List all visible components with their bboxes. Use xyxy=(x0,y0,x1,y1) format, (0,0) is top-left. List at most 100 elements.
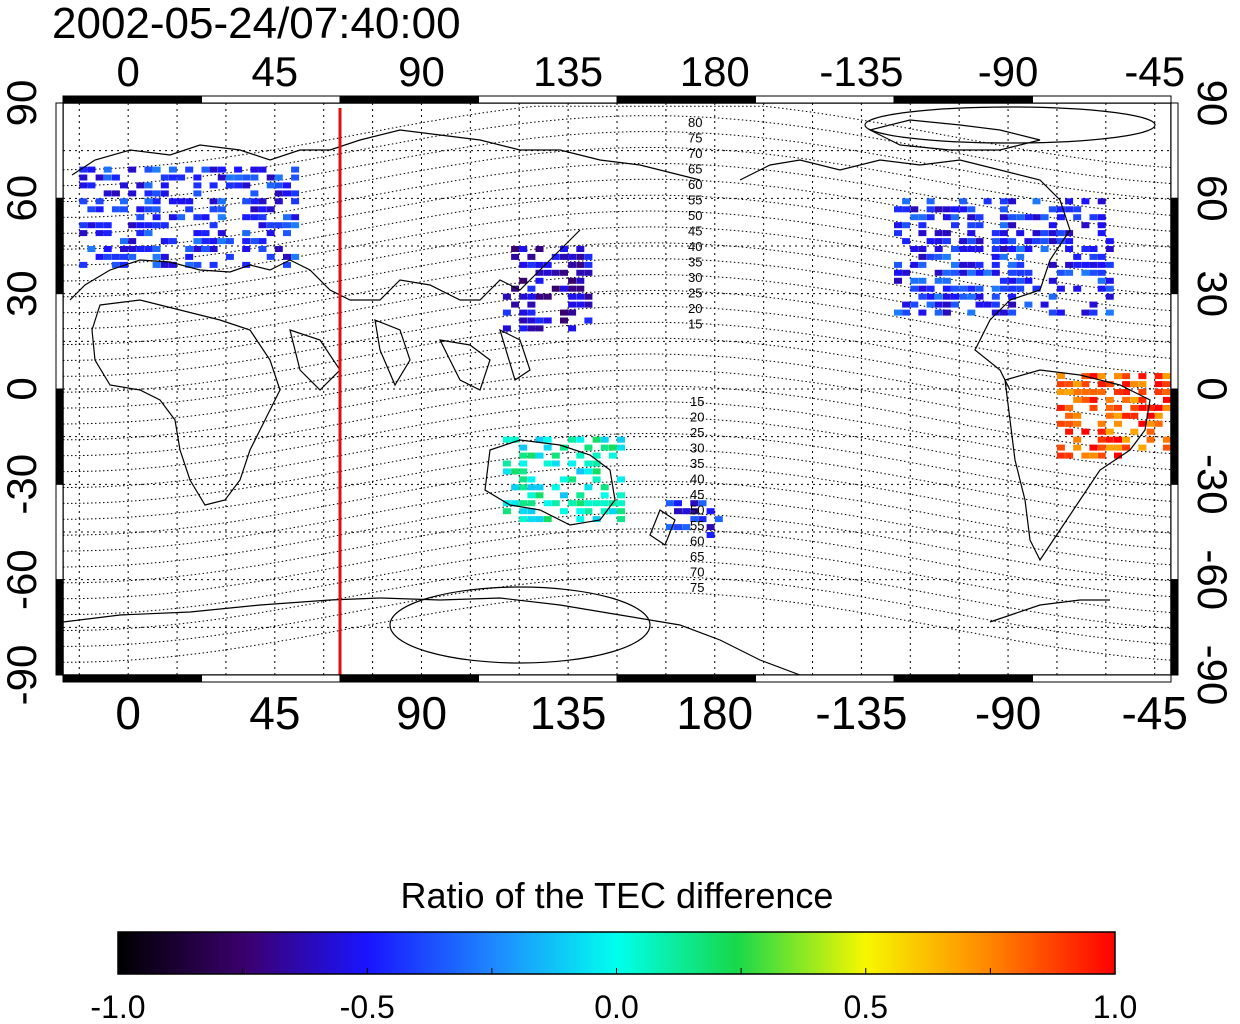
tec-cell xyxy=(136,182,145,189)
contour-label: 35 xyxy=(690,456,704,471)
tec-cell xyxy=(527,476,536,483)
tec-cell xyxy=(136,246,145,252)
tec-cell xyxy=(527,500,536,507)
tec-cell xyxy=(87,182,96,189)
tec-cell xyxy=(706,532,715,538)
top-lon-label: -45 xyxy=(1124,48,1185,95)
tec-cell xyxy=(1138,396,1147,403)
tec-cell xyxy=(560,246,568,252)
tec-cell xyxy=(291,190,300,197)
colorbar-gradient xyxy=(117,931,1116,975)
tec-cell xyxy=(193,182,202,189)
tec-cell xyxy=(1032,238,1041,245)
tec-cell xyxy=(576,500,585,507)
contour-label: 30 xyxy=(688,270,702,285)
tec-cell xyxy=(600,492,609,499)
contour-label: 70 xyxy=(690,565,704,580)
tec-cell xyxy=(1040,301,1049,308)
tec-cell xyxy=(584,301,593,308)
tec-cell xyxy=(592,500,601,507)
tec-cell xyxy=(527,293,536,300)
tec-cell xyxy=(79,230,88,237)
tec-cell xyxy=(291,214,300,221)
tec-cell xyxy=(551,500,560,507)
tec-cell xyxy=(999,230,1008,237)
tec-cell xyxy=(1016,246,1025,252)
tec-cell xyxy=(209,198,218,205)
tec-cell xyxy=(283,222,291,229)
tec-cell xyxy=(1138,404,1147,411)
top-longitude-labels: 0 45 90 135 180 -135 -90 -45 xyxy=(116,48,1185,95)
tec-cell xyxy=(1089,373,1098,380)
right-lat-label: -90 xyxy=(1189,645,1236,706)
tec-cell xyxy=(527,301,536,308)
tec-cell xyxy=(535,325,544,332)
tec-cell xyxy=(1056,285,1065,292)
top-axis-segment xyxy=(201,95,341,104)
tec-cell xyxy=(714,516,723,523)
tec-cell xyxy=(674,524,682,531)
tec-cell xyxy=(502,460,511,467)
tec-cell xyxy=(543,460,552,467)
tec-cell xyxy=(1016,253,1025,260)
tec-cell xyxy=(144,190,153,197)
tec-cell xyxy=(543,516,552,523)
tec-cell xyxy=(1008,285,1017,292)
tec-cell xyxy=(1056,230,1065,237)
tec-cell xyxy=(185,166,194,173)
tec-cell xyxy=(209,246,218,252)
tec-cell xyxy=(535,269,544,276)
tec-cell xyxy=(967,206,976,213)
tec-cell xyxy=(543,317,552,324)
tec-cell xyxy=(934,206,943,213)
tec-cell xyxy=(1032,198,1041,205)
tec-cell xyxy=(152,261,161,268)
colorbar-tick-label: 1.0 xyxy=(1093,989,1137,1024)
tec-cell xyxy=(128,246,137,252)
tec-cell xyxy=(999,238,1008,245)
contour-label: 80 xyxy=(688,115,702,130)
tec-cell xyxy=(959,206,968,213)
tec-cell xyxy=(111,174,120,181)
tec-cell xyxy=(910,206,919,213)
right-axis-segment xyxy=(1170,102,1179,199)
tec-cell xyxy=(682,508,691,515)
tec-cell xyxy=(576,253,585,260)
tec-cell xyxy=(942,253,951,260)
tec-cell xyxy=(185,246,194,252)
tec-cell xyxy=(519,468,528,475)
tec-cell xyxy=(551,285,560,292)
tec-cell xyxy=(1056,452,1065,459)
tec-cell xyxy=(543,444,552,451)
mlat-contour xyxy=(63,480,1171,552)
tec-cell xyxy=(201,246,210,252)
left-lat-label: -30 xyxy=(0,454,45,515)
tec-cell xyxy=(95,253,104,260)
tec-cell xyxy=(1122,389,1131,395)
tec-cell xyxy=(168,214,177,221)
tec-cell xyxy=(934,238,943,245)
tec-cell xyxy=(234,182,243,189)
tec-cell xyxy=(600,436,609,443)
tec-cell xyxy=(1065,428,1074,435)
tec-cell xyxy=(967,214,976,221)
tec-cell xyxy=(991,238,1000,245)
tec-cell xyxy=(1114,389,1122,395)
tec-cell xyxy=(535,261,544,268)
tec-cell xyxy=(1146,436,1155,443)
tec-cell xyxy=(1097,389,1106,395)
tec-cell xyxy=(584,500,593,507)
map-gridlines xyxy=(63,103,1171,675)
tec-cell xyxy=(274,190,283,197)
tec-cell xyxy=(560,253,568,260)
tec-cell xyxy=(87,222,96,229)
tec-cell xyxy=(1097,222,1106,229)
tec-cell xyxy=(1187,429,1195,435)
tec-cell xyxy=(1024,277,1033,284)
bottom-lon-label: -135 xyxy=(815,687,907,739)
tec-cell xyxy=(1114,436,1122,443)
tec-cell xyxy=(902,206,911,213)
tec-cell xyxy=(902,309,911,316)
tec-cell xyxy=(217,214,226,221)
